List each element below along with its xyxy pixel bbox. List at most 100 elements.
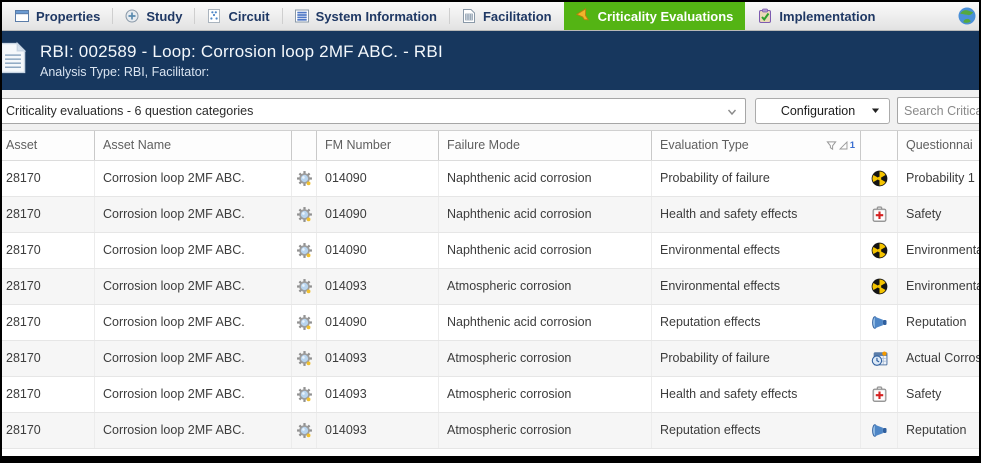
globe-button[interactable] xyxy=(957,2,979,30)
asset-cell: 28170 xyxy=(2,233,94,268)
questionnaire-cell: Actual Corros xyxy=(897,341,979,376)
table-row[interactable]: 28170 Corrosion loop 2MF ABC. 014093 Atm… xyxy=(2,413,979,449)
failure-mode-cell: Naphthenic acid corrosion xyxy=(438,233,651,268)
fm-number-cell: 014093 xyxy=(316,341,438,376)
study-icon xyxy=(124,8,140,24)
column-header-asset-icon[interactable] xyxy=(291,131,316,160)
fm-number-cell: 014090 xyxy=(316,161,438,196)
gear-icon[interactable] xyxy=(296,386,313,403)
column-header-evaluation-type-label: Evaluation Type xyxy=(660,138,749,152)
analysis-header: RBI: 002589 - Loop: Corrosion loop 2MF A… xyxy=(2,31,979,90)
radiation-icon[interactable] xyxy=(871,170,888,187)
column-header-evaluation-type[interactable]: Evaluation Type 1 xyxy=(651,131,860,160)
evaluation-icon-cell xyxy=(860,377,897,412)
evaluation-type-cell: Environmental effects xyxy=(651,269,860,304)
tab-criticality-evaluations[interactable]: Criticality Evaluations xyxy=(564,2,746,30)
asset-name-cell: Corrosion loop 2MF ABC. xyxy=(94,413,291,448)
fm-number-cell: 014090 xyxy=(316,233,438,268)
evaluation-type-cell: Reputation effects xyxy=(651,305,860,340)
evaluation-icon-cell xyxy=(860,233,897,268)
column-header-evaluation-icon[interactable] xyxy=(860,131,897,160)
asset-cell: 28170 xyxy=(2,161,94,196)
fm-number-cell: 014090 xyxy=(316,197,438,232)
column-header-fm-number[interactable]: FM Number xyxy=(316,131,438,160)
questionnaire-cell: Safety xyxy=(897,197,979,232)
tab-properties[interactable]: Properties xyxy=(2,2,112,30)
table-row[interactable]: 28170 Corrosion loop 2MF ABC. 014090 Nap… xyxy=(2,305,979,341)
filter-sort-cluster[interactable]: 1 xyxy=(826,131,855,160)
megaphone-icon[interactable] xyxy=(871,314,888,331)
questionnaire-cell: Reputation xyxy=(897,413,979,448)
configuration-button[interactable]: Configuration xyxy=(755,98,890,124)
filter-funnel-icon[interactable] xyxy=(826,140,837,151)
tab-bar-tabs: Properties Study Circuit System Informat… xyxy=(2,2,888,30)
table-row[interactable]: 28170 Corrosion loop 2MF ABC. 014090 Nap… xyxy=(2,197,979,233)
table-row[interactable]: 28170 Corrosion loop 2MF ABC. 014090 Nap… xyxy=(2,161,979,197)
clock-calendar-icon[interactable] xyxy=(871,350,888,367)
radiation-icon[interactable] xyxy=(871,242,888,259)
evaluation-icon-cell xyxy=(860,269,897,304)
column-header-asset[interactable]: Asset xyxy=(2,131,94,160)
asset-name-cell: Corrosion loop 2MF ABC. xyxy=(94,269,291,304)
evaluation-icon-cell xyxy=(860,161,897,196)
circuit-icon xyxy=(206,8,222,24)
failure-mode-cell: Naphthenic acid corrosion xyxy=(438,161,651,196)
asset-icon-cell xyxy=(291,341,316,376)
fm-number-cell: 014093 xyxy=(316,413,438,448)
tab-facilitation[interactable]: Facilitation xyxy=(449,2,564,30)
gear-icon[interactable] xyxy=(296,170,313,187)
table-row[interactable]: 28170 Corrosion loop 2MF ABC. 014090 Nap… xyxy=(2,233,979,269)
sort-asc-icon[interactable] xyxy=(838,140,849,151)
tab-implementation[interactable]: Implementation xyxy=(745,2,887,30)
tab-bar: Properties Study Circuit System Informat… xyxy=(2,2,979,31)
tab-system-information[interactable]: System Information xyxy=(282,2,449,30)
gear-icon[interactable] xyxy=(296,350,313,367)
properties-icon xyxy=(14,8,30,24)
tab-label: Criticality Evaluations xyxy=(598,9,734,24)
gear-icon[interactable] xyxy=(296,242,313,259)
toolbar: Criticality evaluations - 6 question cat… xyxy=(2,90,979,131)
tab-label: Circuit xyxy=(228,9,269,24)
chevron-down-icon xyxy=(726,106,738,118)
view-selector-value: Criticality evaluations - 6 question cat… xyxy=(6,104,253,118)
evaluation-type-cell: Probability of failure xyxy=(651,341,860,376)
gear-icon[interactable] xyxy=(296,422,313,439)
first-aid-icon[interactable] xyxy=(871,206,888,223)
evaluation-icon-cell xyxy=(860,197,897,232)
view-selector-dropdown[interactable]: Criticality evaluations - 6 question cat… xyxy=(0,98,746,124)
asset-name-cell: Corrosion loop 2MF ABC. xyxy=(94,161,291,196)
evaluation-icon-cell xyxy=(860,341,897,376)
gear-icon[interactable] xyxy=(296,206,313,223)
asset-icon-cell xyxy=(291,269,316,304)
tab-label: Implementation xyxy=(779,9,875,24)
caret-down-icon xyxy=(871,106,880,115)
fm-number-cell: 014093 xyxy=(316,269,438,304)
table-row[interactable]: 28170 Corrosion loop 2MF ABC. 014093 Atm… xyxy=(2,341,979,377)
evaluation-icon-cell xyxy=(860,413,897,448)
questionnaire-cell: Environmenta xyxy=(897,269,979,304)
tab-study[interactable]: Study xyxy=(112,2,194,30)
column-header-failure-mode[interactable]: Failure Mode xyxy=(438,131,651,160)
asset-cell: 28170 xyxy=(2,341,94,376)
gear-icon[interactable] xyxy=(296,278,313,295)
sort-order-number: 1 xyxy=(850,141,855,151)
megaphone-icon[interactable] xyxy=(871,422,888,439)
gear-icon[interactable] xyxy=(296,314,313,331)
page-subtitle: Analysis Type: RBI, Facilitator: xyxy=(40,65,443,79)
column-header-asset-name[interactable]: Asset Name xyxy=(94,131,291,160)
table-row[interactable]: 28170 Corrosion loop 2MF ABC. 014093 Atm… xyxy=(2,377,979,413)
radiation-icon[interactable] xyxy=(871,278,888,295)
column-header-questionnaire[interactable]: Questionnai xyxy=(897,131,979,160)
search-input[interactable] xyxy=(897,97,981,124)
asset-icon-cell xyxy=(291,161,316,196)
tab-circuit[interactable]: Circuit xyxy=(194,2,281,30)
evaluation-type-cell: Health and safety effects xyxy=(651,377,860,412)
facilitation-icon xyxy=(461,8,477,24)
table-row[interactable]: 28170 Corrosion loop 2MF ABC. 014093 Atm… xyxy=(2,269,979,305)
questionnaire-cell: Reputation xyxy=(897,305,979,340)
first-aid-icon[interactable] xyxy=(871,386,888,403)
asset-icon-cell xyxy=(291,305,316,340)
evaluation-type-cell: Reputation effects xyxy=(651,413,860,448)
asset-cell: 28170 xyxy=(2,269,94,304)
implementation-icon xyxy=(757,8,773,24)
